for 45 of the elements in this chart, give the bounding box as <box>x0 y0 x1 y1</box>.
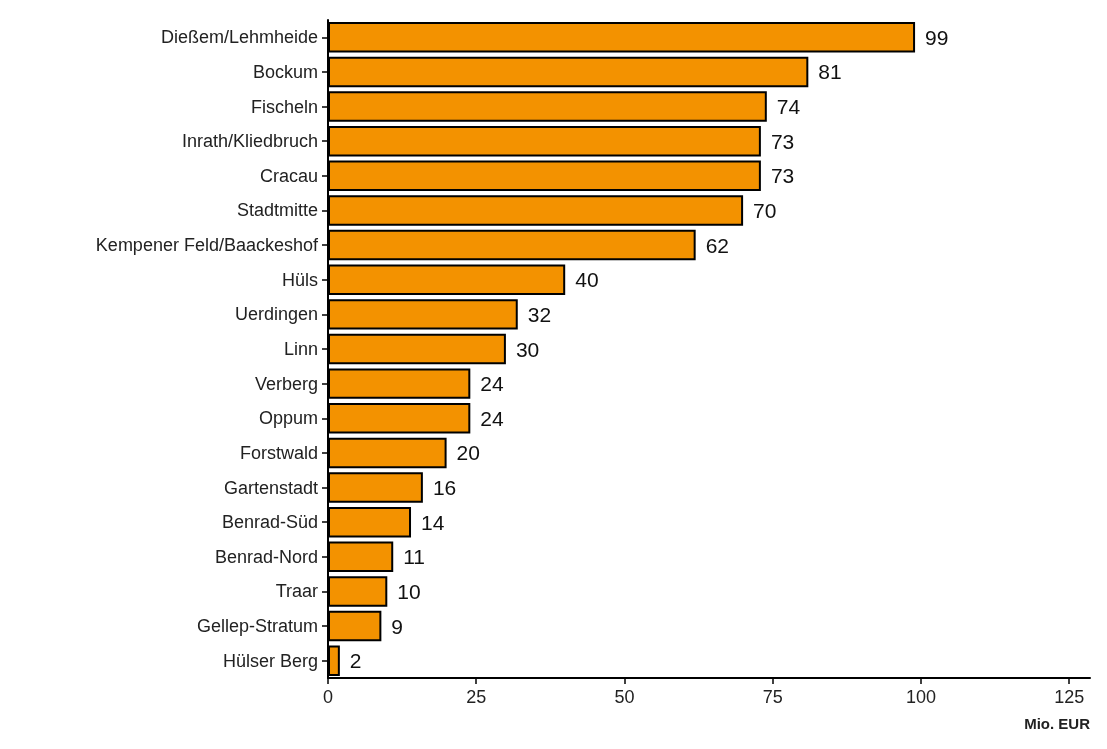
y-tick-label: Bockum <box>252 61 318 82</box>
data-label: 24 <box>480 372 504 396</box>
data-label: 24 <box>480 406 504 430</box>
y-tick-label: Benrad-Nord <box>214 546 318 567</box>
y-tick-label: Fischeln <box>250 96 318 117</box>
data-label: 74 <box>776 95 801 119</box>
data-label: 9 <box>391 614 404 638</box>
data-label: 73 <box>770 164 795 188</box>
x-axis-title: Mio. EUR <box>1024 715 1091 732</box>
data-label: 32 <box>527 302 552 326</box>
y-tick-label: Oppum <box>258 408 318 429</box>
y-tick-label: Forstwald <box>239 442 318 463</box>
data-label: 40 <box>575 268 599 292</box>
y-tick-label: Verberg <box>254 373 318 394</box>
data-label: 62 <box>705 233 730 257</box>
data-label: 30 <box>515 337 540 361</box>
x-tick-label: 0 <box>322 687 334 707</box>
data-label: 2 <box>349 649 362 673</box>
y-tick-label: Stadtmitte <box>236 200 318 221</box>
data-label: 16 <box>432 476 457 500</box>
data-label: 73 <box>770 129 795 153</box>
y-tick-label: Inrath/Kliedbruch <box>181 131 318 152</box>
x-tick-label: 100 <box>905 687 937 707</box>
y-tick-label: Uerdingen <box>234 304 318 325</box>
data-label: 70 <box>753 198 777 222</box>
data-label: 20 <box>456 441 480 465</box>
data-label: 11 <box>403 545 426 569</box>
data-label: 14 <box>421 510 445 534</box>
x-tick-label: 75 <box>762 687 783 707</box>
y-tick-label: Dießem/Lehmheide <box>160 27 318 48</box>
x-tick-label: 50 <box>614 687 635 707</box>
data-label: 99 <box>925 25 949 49</box>
y-tick-label: Benrad-Süd <box>221 512 318 533</box>
x-tick-label: 25 <box>466 687 487 707</box>
y-tick-label: Gellep-Stratum <box>196 616 318 637</box>
y-tick-label: Gartenstadt <box>223 477 318 498</box>
y-tick-label: Cracau <box>259 165 318 186</box>
data-label: 10 <box>397 579 421 603</box>
data-label: 81 <box>818 60 842 84</box>
y-tick-label: Kempener Feld/Baackeshof <box>95 235 319 256</box>
y-tick-label: Hüls <box>281 269 318 290</box>
x-tick-label: 125 <box>1054 687 1085 707</box>
y-tick-label: Traar <box>275 581 318 602</box>
y-tick-label: Linn <box>283 339 318 359</box>
y-tick-label: Hülser Berg <box>222 650 318 671</box>
